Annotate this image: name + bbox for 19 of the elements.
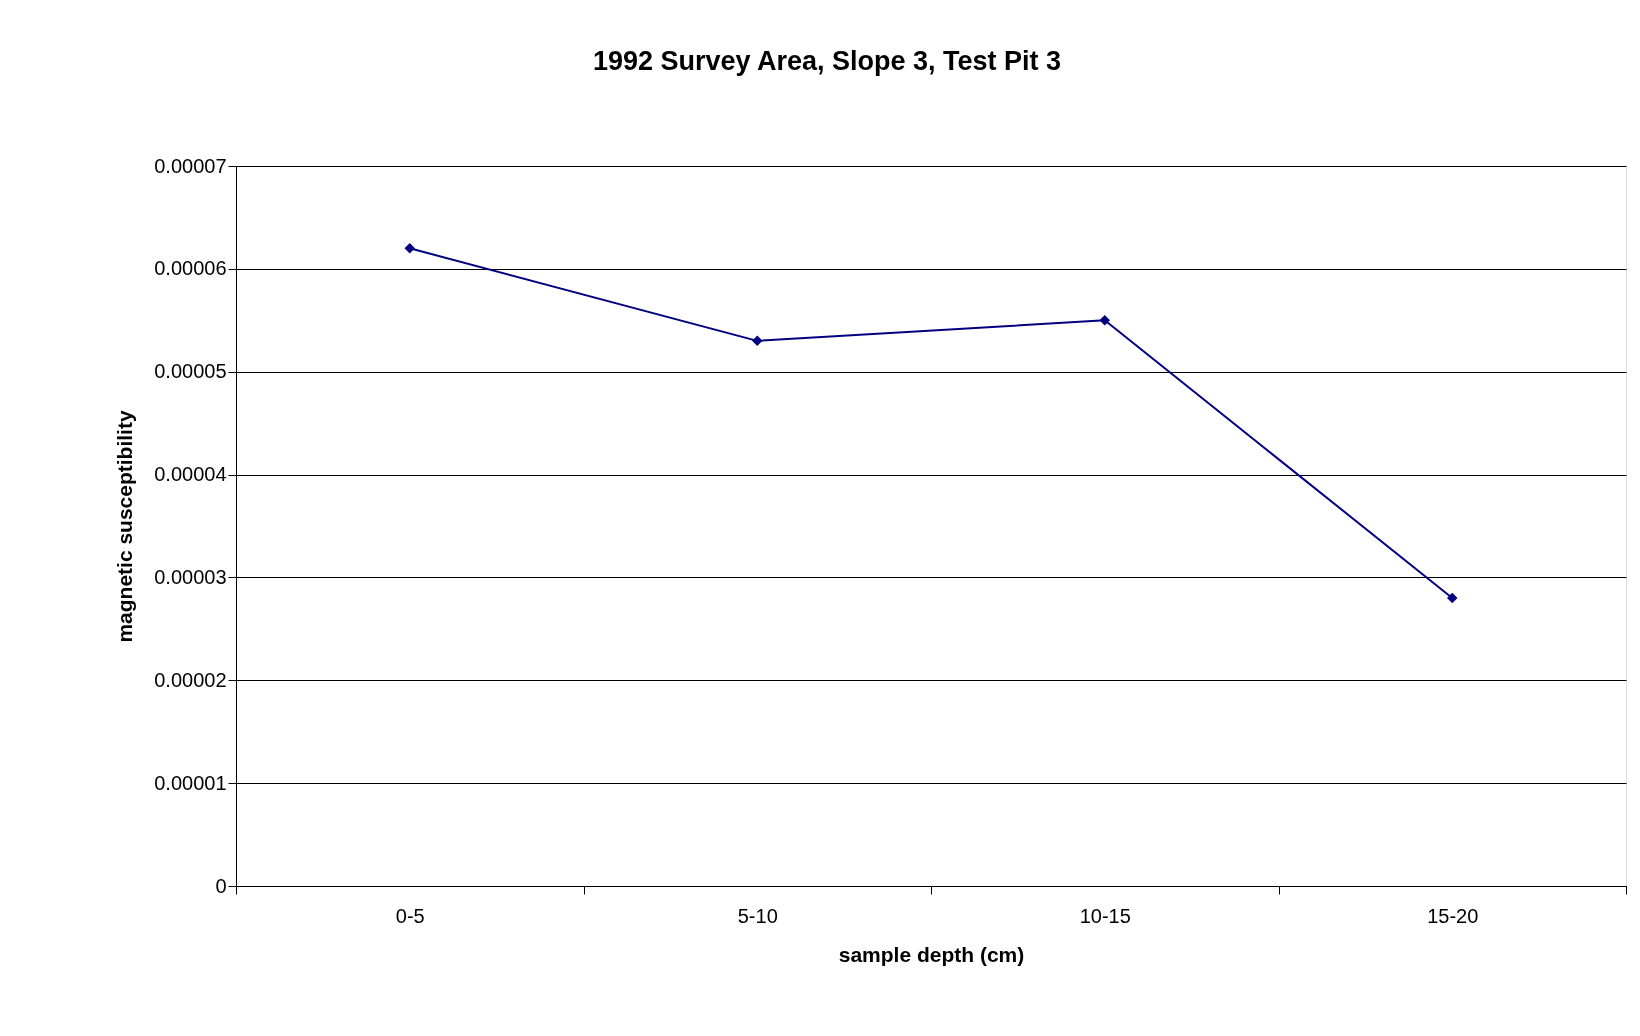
point [404, 243, 415, 254]
y-axis-title: magnetic susceptibility [113, 410, 137, 643]
y-tick-label: 0.00007 [154, 154, 227, 177]
y-tick-label: 0.00002 [154, 668, 227, 691]
x-tick-label: 15-20 [1427, 904, 1479, 927]
y-tick-label: 0.00004 [154, 463, 227, 486]
x-tick-label: 10-15 [1079, 904, 1131, 927]
x-axis-title: sample depth (cm) [838, 942, 1025, 966]
chart-title: 1992 Survey Area, Slope 3, Test Pit 3 [592, 46, 1062, 76]
y-tick-label: 0 [215, 874, 227, 897]
x-tick-label: 0-5 [395, 904, 425, 927]
y-tick-label: 0.00006 [154, 257, 227, 280]
y-tick-label: 0.00005 [154, 360, 227, 383]
point [1099, 315, 1110, 326]
y-tick-label: 0.00003 [154, 565, 227, 588]
x-tick-label: 5-10 [737, 904, 778, 927]
y-tick-label: 0.00001 [154, 771, 227, 794]
point [752, 335, 763, 347]
point [1447, 592, 1458, 604]
